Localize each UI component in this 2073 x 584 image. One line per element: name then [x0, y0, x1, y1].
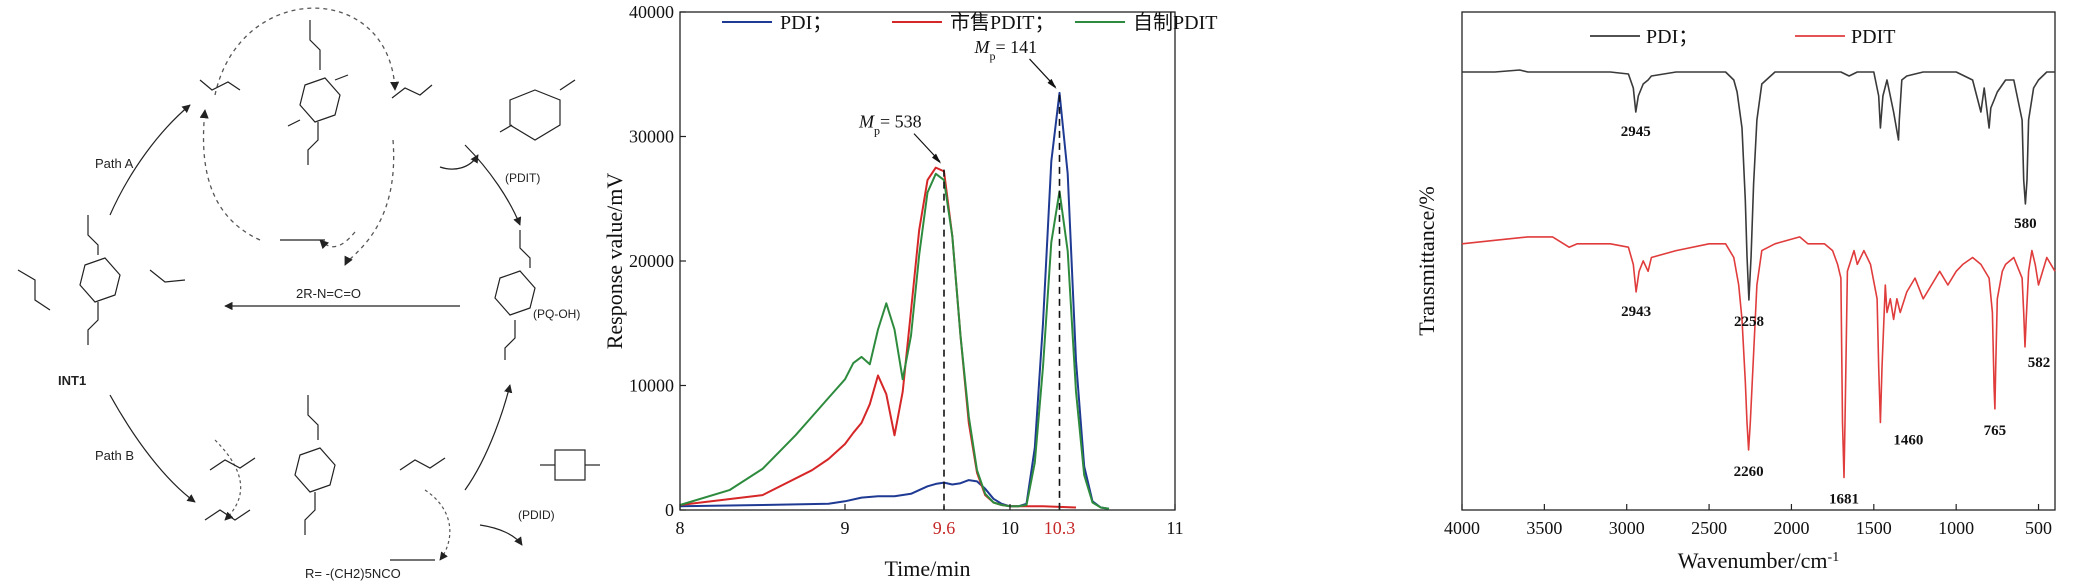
label-int1: INT1 — [58, 373, 86, 388]
main-cycle-arrows — [109, 104, 523, 546]
gpc-x-axis-label: Time/min — [885, 556, 971, 581]
structure-top-piperazinium — [287, 20, 349, 165]
gpc-y-tick-label-0: 0 — [665, 500, 674, 520]
reaction-scheme: Path A Path B 2R-N=C=O INT1 (PQ-OH) (PDI… — [17, 7, 600, 581]
ir-x-tick-label-3: 2500 — [1691, 518, 1727, 538]
ir-axes-box — [1461, 11, 2056, 511]
structure-pdid — [540, 449, 600, 481]
label-r-definition: R= -(CH2)5NCO — [305, 566, 401, 581]
gpc-annotation-arrowhead-0 — [932, 153, 941, 164]
gpc-axes-box — [679, 11, 1176, 511]
gpc-plot-frame — [679, 11, 1176, 511]
ir-x-axis-label-main: Wavenumber/cm — [1678, 548, 1828, 573]
label-path-a: Path A — [95, 156, 134, 171]
gpc-annotation-symbol-0: M — [858, 112, 875, 132]
label-pq-oh: (PQ-OH) — [533, 307, 580, 321]
ir-peak-label-8: 582 — [2028, 355, 2051, 371]
gpc-y-axis-label: Response value/mV — [602, 173, 627, 350]
gpc-legend-label-2: 自制PDIT — [1133, 11, 1217, 34]
gpc-y-tick-label-2: 20000 — [629, 251, 674, 271]
ir-x-axis-label-sup: -1 — [1828, 550, 1840, 565]
ir-x-tick-label-2: 3000 — [1609, 518, 1645, 538]
ir-legend-label-1: PDIT — [1851, 26, 1895, 48]
ir-legend: PDI； PDIT — [1590, 26, 1895, 48]
ir-spectrum-chart: 4000 3500 3000 2500 2000 1500 1000 500 2945 2258… — [1414, 11, 2056, 573]
label-reagent: 2R-N=C=O — [296, 286, 361, 301]
ir-x-tick-label-4: 2000 — [1773, 518, 1809, 538]
ir-peak-label-6: 1460 — [1893, 433, 1923, 449]
ir-x-tick-label-0: 4000 — [1444, 518, 1480, 538]
ir-series-line-1 — [1461, 236, 2056, 479]
gpc-x-tick-label-2: 9.6 — [933, 518, 956, 538]
gpc-x-tick-label-0: 8 — [676, 518, 685, 538]
ir-x-tick-label-6: 1000 — [1938, 518, 1974, 538]
label-path-b: Path B — [95, 448, 134, 463]
gpc-ticks: 8 9 9.6 10 10.3 11 0 10000 20000 30000 40000 — [629, 2, 1184, 538]
gpc-legend-label-1: 市售PDIT； — [950, 11, 1054, 34]
gpc-dashed-markers — [943, 94, 1061, 510]
gpc-legend: PDI； 市售PDIT； 自制PDIT — [722, 11, 1217, 34]
inner-dashed-cycle — [199, 7, 400, 266]
structure-fragments — [199, 79, 446, 561]
gpc-annotation-value-0: = 538 — [880, 112, 922, 132]
gpc-series-lines — [679, 91, 1110, 510]
ir-series-line-0 — [1462, 69, 2055, 301]
gpc-x-tick-label-3: 10 — [1001, 518, 1019, 538]
ir-peak-label-7: 765 — [1984, 423, 2007, 439]
ir-legend-label-0: PDI； — [1646, 26, 1698, 48]
ir-peak-label-3: 2943 — [1621, 304, 1651, 320]
ir-ticks: 4000 3500 3000 2500 2000 1500 1000 500 — [1444, 504, 2052, 538]
label-pdid: (PDID) — [518, 508, 555, 522]
gpc-annotation-0: Mp= 538 — [858, 112, 922, 138]
gpc-series-line-0 — [679, 91, 1110, 510]
label-pdit: (PDIT) — [505, 171, 540, 185]
gpc-y-tick-label-4: 40000 — [629, 2, 674, 22]
gpc-annotation-sub-0: p — [874, 124, 880, 138]
ir-peak-label-1: 2258 — [1734, 314, 1764, 330]
gpc-annotation-sub-1: p — [990, 49, 996, 63]
ir-peak-label-0: 2945 — [1621, 124, 1651, 140]
ir-x-axis-label: Wavenumber/cm-1 — [1678, 548, 1839, 573]
ir-peak-label-2: 580 — [2014, 216, 2037, 232]
gpc-series-line-1 — [679, 166, 1077, 509]
gpc-y-tick-label-1: 10000 — [629, 376, 674, 396]
gpc-x-tick-label-1: 9 — [841, 518, 850, 538]
structure-bottom-piperazinium — [294, 395, 336, 535]
gpc-annotation-value-1: = 141 — [996, 37, 1038, 57]
gpc-series-line-2 — [679, 172, 1110, 510]
ir-x-tick-label-7: 500 — [2025, 518, 2052, 538]
structure-int1 — [17, 215, 186, 345]
ir-x-tick-label-1: 3500 — [1526, 518, 1562, 538]
gpc-y-tick-label-3: 30000 — [629, 127, 674, 147]
ir-peak-label-5: 1681 — [1829, 492, 1859, 508]
ir-y-axis-label: Transmittance/% — [1414, 186, 1439, 336]
gpc-legend-label-0: PDI； — [780, 12, 832, 34]
ir-x-tick-label-5: 1500 — [1856, 518, 1892, 538]
gpc-annotation-1: Mp= 141 — [974, 37, 1038, 63]
gpc-annotation-symbol-1: M — [974, 37, 991, 57]
structure-pq-oh — [494, 230, 536, 360]
ir-peak-label-4: 2260 — [1734, 464, 1764, 480]
ir-series-lines — [1461, 69, 2056, 479]
ir-plot-frame — [1461, 11, 2056, 511]
gpc-annotation-arrowhead-1 — [1047, 78, 1057, 89]
structure-pdit — [499, 79, 576, 141]
ir-peak-labels: 2945 2258 580 2943 2260 1681 1460 765 582 — [1621, 124, 2050, 508]
lower-dashed-arrows — [214, 439, 451, 561]
gpc-x-tick-label-4: 10.3 — [1044, 518, 1076, 538]
gpc-x-tick-label-5: 11 — [1166, 518, 1183, 538]
